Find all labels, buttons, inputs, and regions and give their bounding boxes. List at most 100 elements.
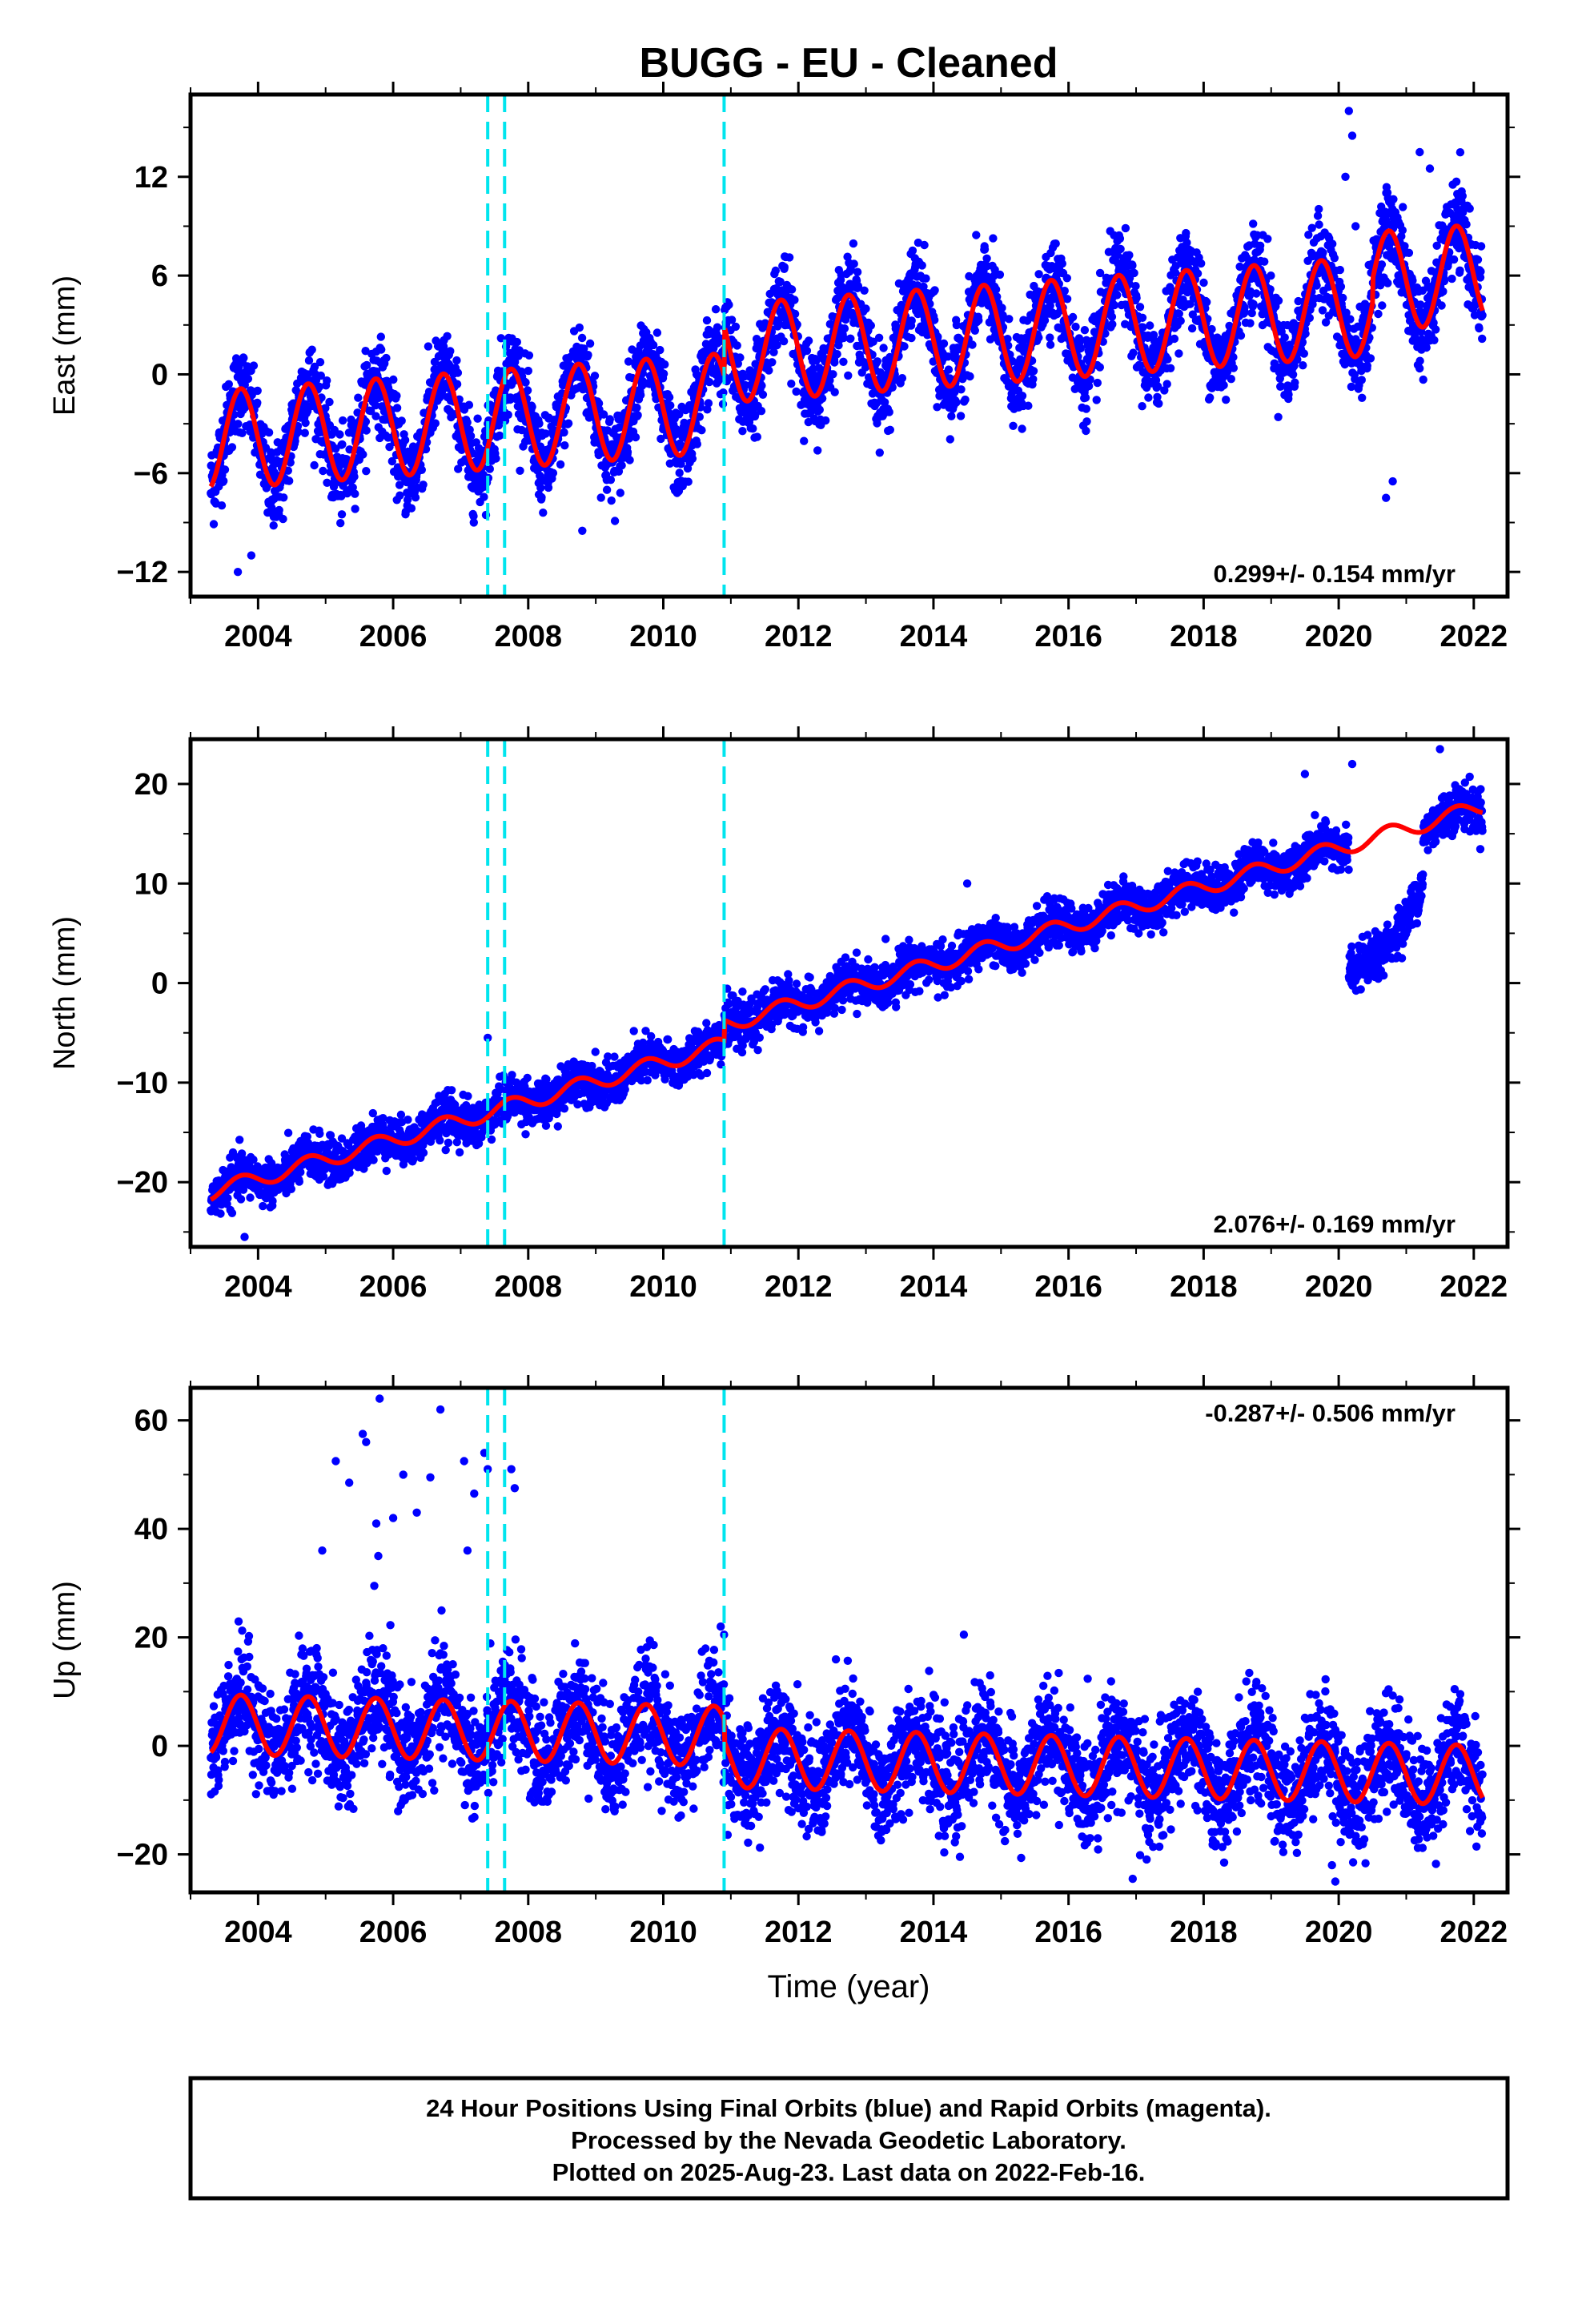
data-point [335,430,344,439]
data-point [1452,177,1461,186]
data-point [790,309,800,319]
data-point [389,375,398,384]
data-point [860,286,869,295]
data-point [1162,380,1171,388]
data-point [1199,278,1208,287]
data-point [970,326,980,335]
data-point [319,466,327,476]
y-tick-label: 12 [135,161,168,195]
data-point [624,434,633,443]
data-point [1358,393,1367,402]
data-point [1163,355,1172,364]
data-point [392,392,401,400]
data-point [285,476,294,485]
data-point [495,431,504,440]
data-point [1113,251,1122,259]
data-point [1415,364,1424,373]
data-point [869,337,877,346]
data-point [908,246,917,255]
x-tick-label: 2014 [900,620,968,653]
data-point [727,316,737,324]
data-point [392,404,402,412]
x-tick-label: 2008 [495,620,563,653]
data-point [217,501,227,510]
data-point [757,381,766,390]
data-point [1419,375,1427,384]
data-point [348,483,357,492]
data-point [446,347,455,356]
data-point [656,434,665,444]
data-point [1291,378,1299,387]
y-axis-label: East (mm) [48,275,82,416]
data-point [1080,326,1090,335]
data-point [1366,354,1375,363]
y-tick-label: 6 [151,259,168,293]
data-point [659,369,669,378]
data-point [511,357,520,367]
data-point [873,419,881,428]
data-point [907,316,916,325]
data-point [1222,396,1231,404]
data-point [1312,281,1321,290]
data-point [1374,309,1383,319]
data-point [294,427,303,436]
data-point [833,350,841,359]
data-point [825,376,834,385]
data-point [1146,321,1154,330]
data-point [517,425,526,435]
data-point [1130,268,1138,278]
data-point [361,347,370,356]
data-point [463,418,472,427]
data-point [1182,228,1191,238]
data-point [1024,401,1033,410]
data-point [594,399,604,408]
data-point [702,316,712,325]
data-point [776,277,785,287]
data-point [316,371,325,380]
data-point [1372,235,1381,243]
east-panel: 2004 2006 2008 2010 2012 2014 2016 2018 2020 2022… [48,82,1520,653]
data-point [1415,356,1424,365]
data-point [1456,266,1464,275]
data-point [585,339,595,348]
data-point [1235,262,1244,271]
data-point [1437,301,1446,310]
data-point [623,448,632,456]
data-point [439,342,448,351]
data-point [485,464,494,473]
data-point [371,412,380,420]
data-point [875,448,885,457]
data-point [362,467,371,476]
data-point [371,401,380,410]
data-point [524,351,534,360]
data-point [301,418,310,428]
data-point [287,1184,295,1194]
data-point [310,460,319,470]
data-point [1092,396,1101,404]
data-point [952,398,961,407]
data-point [920,240,929,250]
data-point [1439,276,1449,286]
data-point [602,485,612,494]
data-point [953,345,962,354]
data-point [1068,312,1078,322]
data-point [844,371,853,380]
data-point [880,398,889,407]
data-point [307,345,316,354]
data-point [1347,382,1356,392]
data-point [1299,361,1307,370]
data-point [228,1148,238,1157]
data-point [1240,308,1250,316]
data-point [377,345,386,354]
data-point [1439,287,1447,296]
data-point [336,519,345,528]
data-point [617,461,626,470]
data-point [419,480,428,489]
x-tick-label: 2016 [1034,620,1102,653]
data-point [792,387,801,396]
data-point [930,316,939,324]
x-tick-label: 2006 [359,620,428,653]
data-point [980,245,990,254]
data-point [917,261,926,270]
data-point [1249,219,1258,228]
